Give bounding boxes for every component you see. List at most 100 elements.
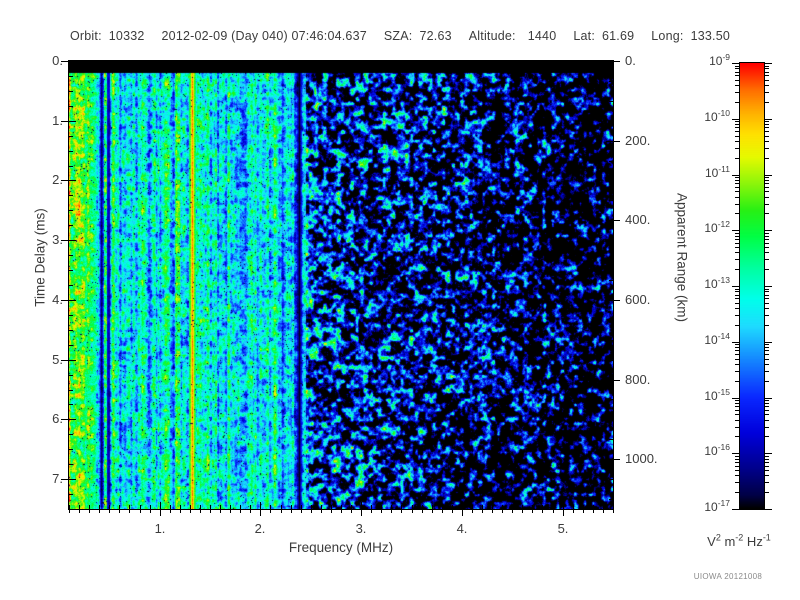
x-axis-top-tick (422, 61, 423, 65)
colorbar-tick-exponent: -14 (717, 331, 730, 341)
x-axis-top-tick (371, 61, 372, 65)
y-axis-right-minor-tick (609, 399, 613, 400)
colorbar-tick-label: 10-16 (672, 443, 730, 458)
x-axis-outer-tick (210, 509, 211, 513)
colorbar-minor-tick (735, 136, 740, 137)
y-axis-left-major-tick (69, 61, 76, 62)
colorbar-minor-tick (764, 371, 769, 372)
x-axis-tick-label: 2. (254, 521, 266, 536)
colorbar-minor-tick (735, 148, 740, 149)
x-axis-top-tick (140, 61, 141, 65)
y-axis-right-major-tick (606, 61, 613, 62)
x-axis-top-tick (311, 61, 312, 65)
colorbar-tick-mantissa: 10 (704, 333, 718, 347)
y-axis-left-minor-tick (69, 464, 73, 465)
x-axis-major-tick (260, 502, 261, 509)
colorbar-major-tick (764, 175, 772, 176)
units-m: m (720, 534, 736, 549)
colorbar-minor-tick (735, 295, 740, 296)
colorbar-minor-tick (735, 80, 740, 81)
colorbar-minor-tick (764, 359, 769, 360)
y-axis-left-minor-tick (69, 270, 73, 271)
colorbar-minor-tick (735, 414, 740, 415)
x-axis-outer-tick (502, 509, 503, 513)
x-axis-outer-tick (452, 509, 453, 513)
colorbar-minor-tick (764, 141, 769, 142)
colorbar-tick-label: 10-15 (672, 388, 730, 403)
x-axis-top-tick (502, 61, 503, 65)
y-axis-left-major-tick (69, 419, 76, 420)
colorbar-tick-exponent: -17 (717, 498, 730, 508)
y-axis-left-tick-label: 7. (52, 471, 63, 486)
x-axis-major-tick (563, 502, 564, 509)
colorbar-minor-tick (764, 347, 769, 348)
x-axis-minor-tick (321, 505, 322, 509)
y-axis-left-minor-tick (69, 509, 73, 510)
x-axis-top-tick (381, 61, 382, 65)
y-axis-left-minor-tick (69, 330, 73, 331)
colorbar-tick-label: 10-12 (672, 220, 730, 235)
x-axis-top-tick (150, 61, 151, 65)
y-axis-right-tick-label: 400. (625, 212, 651, 227)
x-axis-top-tick (270, 61, 271, 65)
colorbar-minor-tick (764, 406, 769, 407)
x-axis-major-tick (160, 502, 161, 509)
colorbar-minor-tick (735, 191, 740, 192)
x-axis-top-tick (512, 61, 513, 65)
y-axis-right-outer-tick (613, 300, 620, 301)
colorbar-minor-tick (735, 459, 740, 460)
header-long: Long: 133.50 (651, 29, 730, 43)
colorbar-major-tick (764, 509, 772, 510)
colorbar-minor-tick (735, 180, 740, 181)
colorbar-minor-tick (764, 239, 769, 240)
x-axis-outer-tick (573, 509, 574, 513)
colorbar-tick-exponent: -13 (717, 275, 730, 285)
colorbar-minor-tick (735, 72, 740, 73)
y-axis-left-tick-label: 6. (52, 411, 63, 426)
colorbar-minor-tick (735, 239, 740, 240)
x-axis-top-tick (160, 61, 161, 68)
x-axis-minor-tick (532, 505, 533, 509)
x-axis-top-tick (482, 61, 483, 65)
colorbar-minor-tick (735, 354, 740, 355)
colorbar-minor-tick (764, 414, 769, 415)
colorbar-minor-tick (764, 303, 769, 304)
x-axis-outer-tick (401, 509, 402, 513)
colorbar-gradient (740, 63, 764, 509)
colorbar-minor-tick (735, 492, 740, 493)
y-axis-left-minor-tick (69, 345, 73, 346)
figure-header: Orbit: 10332 2012-02-09 (Day 040) 07:46:04… (0, 29, 800, 43)
colorbar-minor-tick (735, 236, 740, 237)
colorbar-major-tick (732, 286, 740, 287)
colorbar-minor-tick (764, 92, 769, 93)
colorbar-minor-tick (764, 66, 769, 67)
x-axis-outer-tick (522, 509, 523, 513)
x-axis-tick-label: 5. (557, 521, 569, 536)
colorbar-minor-tick (764, 187, 769, 188)
x-axis-top-tick (573, 61, 574, 65)
x-axis-outer-tick (321, 509, 322, 513)
colorbar-minor-tick (735, 406, 740, 407)
colorbar-minor-tick (735, 187, 740, 188)
x-axis-top-tick (553, 61, 554, 65)
colorbar-major-tick (732, 63, 740, 64)
x-axis-outer-tick (412, 509, 413, 513)
x-axis-top-tick (583, 61, 584, 65)
colorbar-minor-tick (764, 364, 769, 365)
x-axis-major-tick (462, 502, 463, 509)
header-orbit-value: 10332 (108, 29, 145, 43)
y-axis-left-minor-tick (69, 76, 73, 77)
colorbar-minor-tick (735, 475, 740, 476)
x-axis-top-tick (210, 61, 211, 65)
y-axis-left-minor-tick (69, 166, 73, 167)
colorbar-tick-mantissa: 10 (704, 389, 718, 403)
colorbar-minor-tick (764, 475, 769, 476)
x-axis-outer-tick (311, 509, 312, 513)
x-axis-minor-tick (341, 505, 342, 509)
colorbar-minor-tick (764, 350, 769, 351)
colorbar-major-tick (732, 342, 740, 343)
colorbar-minor-tick (764, 325, 769, 326)
x-axis-outer-tick (129, 509, 130, 513)
x-axis-minor-tick (311, 505, 312, 509)
colorbar-major-tick (764, 342, 772, 343)
